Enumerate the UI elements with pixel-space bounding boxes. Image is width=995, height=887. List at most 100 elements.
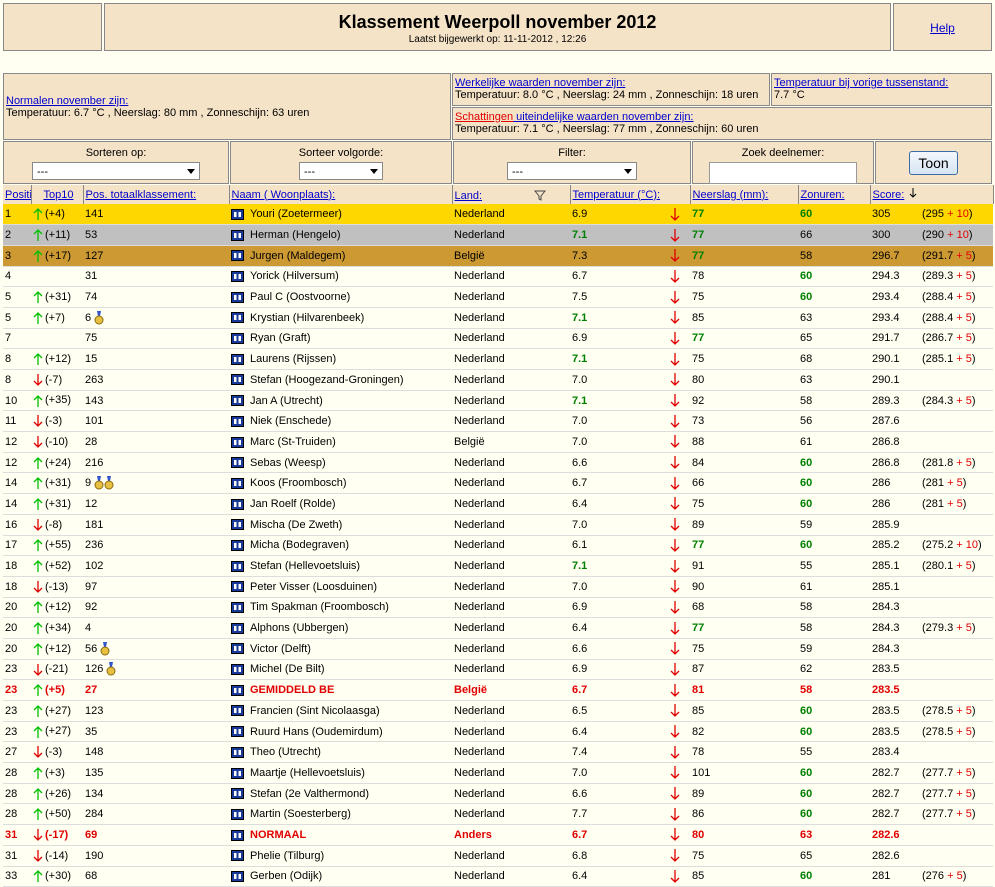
- detail-cell: [920, 514, 994, 536]
- change-cell: (+12): [31, 597, 83, 619]
- temperature-cell: 7.1: [570, 348, 660, 370]
- col-rain[interactable]: Neerslag (mm):: [692, 188, 769, 201]
- land-cell: Nederland: [452, 369, 570, 391]
- temperature-cell: 6.7: [570, 824, 660, 846]
- score-cell: 296.7: [870, 245, 921, 267]
- ranking-row: 17 (+55) 236 Micha (Bodegraven) Nederland 6.1…: [3, 535, 994, 557]
- land: België: [454, 249, 485, 262]
- flag-icon: [231, 850, 244, 862]
- flag-icon: [231, 870, 244, 882]
- detail-cell: [920, 659, 994, 681]
- sun-cell: 58: [798, 617, 841, 639]
- name: Peter Visser (Loosduinen): [250, 580, 377, 593]
- score-cell: 285.1: [870, 555, 921, 577]
- filter-icon[interactable]: [533, 190, 547, 201]
- normal-label[interactable]: Normalen november zijn:: [6, 95, 129, 107]
- detail-cell: (276 + 5): [920, 866, 994, 887]
- land: Nederland: [454, 560, 505, 573]
- col-sun[interactable]: Zonuren:: [800, 188, 845, 201]
- temp-arrow: [670, 435, 680, 449]
- flag-icon: [231, 333, 244, 345]
- change-cell: (-10): [31, 431, 83, 453]
- col-name[interactable]: Naam ( Woonplaats):: [231, 188, 336, 201]
- detail-cell: [920, 741, 994, 764]
- temperature: 7.3: [572, 249, 588, 262]
- change: (-17): [45, 828, 69, 841]
- land-cell: Nederland: [452, 762, 570, 784]
- rain-cell: 85: [690, 307, 799, 329]
- spacer-cell: [840, 597, 871, 619]
- score: 285.1: [872, 580, 900, 593]
- land-cell: Nederland: [452, 286, 570, 308]
- total-cell: 190: [83, 845, 229, 867]
- col-score[interactable]: Score:: [872, 189, 905, 201]
- toon-button[interactable]: Toon: [909, 151, 958, 175]
- temperature: 6.5: [572, 704, 588, 717]
- ranking-table: Positie: Top10 Pos. totaalklassement: Na…: [3, 185, 994, 887]
- estimate-link[interactable]: Schattingen: [455, 111, 514, 123]
- rain: 84: [692, 456, 705, 469]
- name: Jan A (Utrecht): [250, 394, 323, 407]
- spacer-cell: [840, 431, 871, 453]
- temp-arrow: [670, 559, 680, 573]
- medal: [104, 476, 114, 490]
- flag-icon: [231, 374, 244, 386]
- land: Nederland: [454, 870, 505, 883]
- score-cell: 305: [870, 204, 921, 226]
- search-input[interactable]: [709, 162, 857, 184]
- position: 8: [5, 353, 12, 366]
- spacer-cell: [840, 390, 871, 412]
- ranking-row: 23 (+27) 35 Ruurd Hans (Oudemirdum) Nederlan…: [3, 721, 994, 743]
- score: 282.6: [872, 828, 900, 841]
- position: 28: [5, 766, 18, 779]
- total-cell: 141: [83, 204, 229, 226]
- actual-label[interactable]: Werkelijke waarden november zijn:: [455, 77, 626, 89]
- sun: 59: [800, 642, 813, 655]
- name: Stefan (2e Valthermond): [250, 787, 370, 800]
- total-position: 56: [85, 642, 98, 655]
- medal: [94, 476, 104, 490]
- temp-arrow: [670, 745, 680, 759]
- change: (+35): [45, 394, 71, 407]
- logo-box: [3, 3, 102, 51]
- sort-select[interactable]: ---: [32, 162, 200, 180]
- order-select[interactable]: ---: [299, 162, 383, 180]
- total-cell: 15: [83, 348, 229, 370]
- score-detail: (278.5: [922, 704, 957, 717]
- name-cell: Laurens (Rijssen): [229, 348, 452, 370]
- estimate-label[interactable]: uiteindelijke waarden november zijn:: [513, 111, 694, 123]
- score: 282.7: [872, 808, 900, 821]
- score-cell: 285.2: [870, 535, 921, 557]
- sun-cell: 60: [798, 762, 841, 784]
- detail-cell: (295 + 10): [920, 204, 994, 226]
- help-link[interactable]: Help: [930, 21, 955, 35]
- col-total[interactable]: Pos. totaalklassement:: [85, 188, 197, 201]
- col-position[interactable]: Positie:: [5, 188, 31, 201]
- score-detail: ): [971, 456, 976, 469]
- prev-label[interactable]: Temperatuur bij vorige tussenstand:: [774, 77, 949, 89]
- total-position: 141: [85, 208, 104, 221]
- ranking-row: 16 (-8) 181 Mischa (De Zweth) Nederland 7.0 89…: [3, 514, 994, 536]
- temp-arrow: [670, 787, 680, 801]
- col-top10[interactable]: Top10: [43, 188, 74, 201]
- temperature: 6.8: [572, 849, 588, 862]
- ranking-row: 23 (-21) 126 Michel (De Bilt) Nederland 6.9 87…: [3, 659, 994, 681]
- sun-cell: 61: [798, 431, 841, 453]
- total-cell: 284: [83, 803, 229, 826]
- rain-cell: 89: [690, 783, 799, 805]
- trend-arrow-up: [33, 560, 43, 573]
- col-temp[interactable]: Temperatuur (°C):: [572, 188, 661, 201]
- rain-cell: 75: [690, 493, 799, 515]
- sort-box: Sorteren op: ---: [3, 141, 229, 184]
- filter-select[interactable]: ---: [507, 162, 637, 180]
- change: (-13): [45, 580, 69, 593]
- rain-cell: 81: [690, 679, 799, 701]
- sun: 61: [800, 435, 813, 448]
- temp-arrow-cell: [660, 638, 691, 660]
- spacer-cell: [840, 452, 871, 474]
- col-land[interactable]: Land:: [454, 189, 483, 202]
- name-cell: Mischa (De Zweth): [229, 514, 452, 536]
- change: (+55): [45, 539, 71, 552]
- temperature-cell: 6.9: [570, 659, 660, 681]
- land-cell: Nederland: [452, 803, 570, 826]
